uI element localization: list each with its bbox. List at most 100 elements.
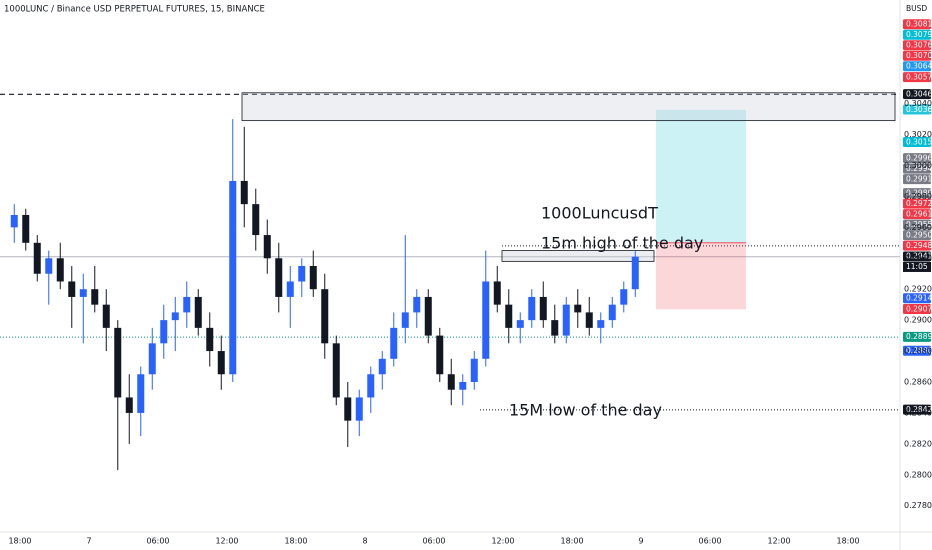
candle-body xyxy=(528,296,536,321)
candle-body xyxy=(436,335,444,375)
price-tag xyxy=(903,19,931,30)
candle-body xyxy=(56,258,64,282)
price-tag-label: 0.2980 xyxy=(906,188,932,197)
price-tag xyxy=(903,89,931,100)
price-tag-label: 0.2941 xyxy=(906,252,932,261)
x-tick-label: 12:00 xyxy=(491,537,514,546)
candle-body xyxy=(309,266,317,290)
candle-body xyxy=(482,281,490,359)
price-tag-label: 0.3057 xyxy=(906,72,932,81)
price-tag xyxy=(903,219,931,230)
y-tick-label: 0.2820 xyxy=(904,439,932,448)
y-tick-label: 0.3000 xyxy=(904,161,932,170)
candle-body xyxy=(298,266,306,282)
stop-zone xyxy=(656,242,746,310)
price-tag xyxy=(903,72,931,83)
price-tag xyxy=(903,61,931,72)
candle-body xyxy=(286,281,294,297)
price-tag xyxy=(903,240,931,251)
price-tag xyxy=(903,174,931,185)
price-tag-label: 0.2955 xyxy=(906,220,932,229)
price-tag xyxy=(903,137,931,148)
price-tag-label: 0.3076 xyxy=(906,41,932,50)
candle-body xyxy=(390,327,398,359)
y-tick-label: 0.2860 xyxy=(904,377,932,386)
candle-body xyxy=(79,289,87,297)
candle-body xyxy=(91,289,99,305)
candle-body xyxy=(171,312,179,321)
x-tick-label: 18:00 xyxy=(8,537,31,546)
chart-title: 1000LUNC / Binance USD PERPETUAL FUTURES… xyxy=(4,5,265,15)
price-tag xyxy=(903,188,931,199)
price-tag xyxy=(903,104,931,115)
candle-body xyxy=(344,397,352,421)
candle-body xyxy=(539,296,547,321)
y-tick-label: 0.2960 xyxy=(904,223,932,232)
price-tag-label: 0.2948 xyxy=(906,241,932,250)
candle-body xyxy=(470,358,478,382)
price-tag xyxy=(903,198,931,209)
price-tag-label: 0.3079 xyxy=(906,30,932,39)
candle-body xyxy=(160,320,168,344)
price-tag-label: 0.2994 xyxy=(906,164,932,173)
y-tick-label: 0.2840 xyxy=(904,408,932,417)
candle-body xyxy=(378,358,386,375)
y-tick-label: 0.2880 xyxy=(904,347,932,356)
price-tag-label: 0.3015 xyxy=(906,137,932,146)
x-tick-label: 12:00 xyxy=(215,537,238,546)
price-tag-label: 0.3081 xyxy=(906,20,932,29)
price-tag xyxy=(903,293,931,304)
candle-body xyxy=(493,281,501,305)
annotation: 1000LuncusdT xyxy=(541,204,658,223)
annotation: 15M low of the day xyxy=(509,401,662,420)
price-tag-label: 0.2889 xyxy=(906,332,932,341)
candle-body xyxy=(217,351,225,375)
candle-body xyxy=(413,296,421,313)
x-tick-label: 06:00 xyxy=(146,537,169,546)
y-tick-label: 0.3020 xyxy=(904,130,932,139)
countdown-bg xyxy=(903,261,931,272)
candle-body xyxy=(367,374,375,398)
currency: BUSD xyxy=(906,4,927,13)
x-tick-label: 12:00 xyxy=(767,537,790,546)
candle-body xyxy=(114,327,122,398)
candle-body xyxy=(424,296,432,336)
y-tick-label: 0.2980 xyxy=(904,192,932,201)
price-tag xyxy=(903,163,931,174)
price-tag-label: 0.2991 xyxy=(906,174,932,183)
candle-body xyxy=(447,374,455,390)
candle-body xyxy=(263,235,271,259)
price-tag-label: 0.2961 xyxy=(906,209,932,218)
price-tag-label: 0.2950 xyxy=(906,230,932,239)
candle-body xyxy=(10,214,18,228)
y-tick-label: 0.2900 xyxy=(904,316,932,325)
y-tick-label: 0.2800 xyxy=(904,470,932,479)
price-tag xyxy=(903,29,931,40)
annotation: 15m high of the day xyxy=(541,234,703,253)
price-tag xyxy=(903,345,931,356)
y-tick-label: 0.2940 xyxy=(904,254,932,263)
candle-body xyxy=(33,242,41,274)
high-box xyxy=(501,250,655,262)
target-zone xyxy=(656,109,746,243)
x-tick-label: 18:00 xyxy=(836,537,859,546)
candle-body xyxy=(102,304,110,328)
candle-body xyxy=(332,343,340,398)
x-tick-label: 06:00 xyxy=(422,537,445,546)
price-tag-label: 0.3036 xyxy=(906,105,932,114)
price-tag-label: 0.2880 xyxy=(906,346,932,355)
candle-body xyxy=(516,320,524,328)
candle-body xyxy=(562,304,570,336)
price-tag xyxy=(903,251,931,262)
price-tag xyxy=(903,50,931,61)
candle-body xyxy=(22,214,30,243)
price-tag-label: 0.2842 xyxy=(906,405,932,414)
resistance-zone xyxy=(241,92,896,122)
candle-body xyxy=(148,343,156,375)
candle-body xyxy=(551,320,559,336)
candle-body xyxy=(125,397,133,413)
candle-body xyxy=(194,296,202,328)
